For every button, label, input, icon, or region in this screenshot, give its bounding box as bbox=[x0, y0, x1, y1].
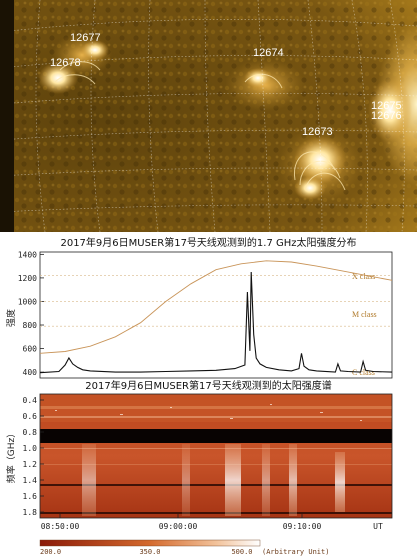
spectrum-x-tick-label: UT bbox=[373, 522, 383, 531]
intensity-trace-line bbox=[39, 271, 393, 374]
solar-disk-image: 12677 12678 12674 12673 12675 12676 bbox=[0, 0, 417, 232]
flare-class-label: C class bbox=[352, 368, 375, 377]
spectrum-y-tick-label: 1.4 bbox=[23, 476, 38, 485]
lightcurve-plot-frame bbox=[39, 251, 393, 379]
spectrum-y-tick-label: 1.8 bbox=[23, 508, 38, 517]
spectrum-y-tick-label: 0.4 bbox=[23, 396, 38, 405]
flare-class-label: M class bbox=[352, 310, 377, 319]
colorbar bbox=[39, 539, 261, 547]
lightcurve-chart: 1400 1200 1000 800 600 400 强度 X class M class C… bbox=[5, 250, 393, 379]
region-label-12675: 12675 bbox=[371, 100, 402, 112]
dynamic-spectrum: 0.4 0.6 0.8 1.0 1.2 1.4 1.6 1.8 频率（GHz） 08:50:0… bbox=[5, 393, 393, 556]
lightcurve-y-tick-label: 1000 bbox=[18, 297, 37, 306]
spectrum-image bbox=[40, 394, 392, 518]
spectrum-y-tick-label: 0.6 bbox=[23, 412, 38, 421]
heliographic-grid bbox=[14, 0, 417, 232]
lightcurve-y-tick-label: 1200 bbox=[18, 274, 37, 283]
spectrum-plot-frame bbox=[39, 393, 393, 519]
lightcurve-series bbox=[39, 260, 393, 374]
lightcurve-title: 2017年9月6日MUSER第17号天线观测到的1.7 GHz太阳强度分布 bbox=[60, 238, 357, 249]
spectrum-x-tick-label: 09:10:00 bbox=[283, 522, 322, 531]
spectrum-y-tick-label: 1.0 bbox=[23, 444, 38, 453]
colorbar-tick-500: 500.0 bbox=[231, 548, 252, 556]
spectrum-x-axis: 08:50:00 09:00:00 09:10:00 UT bbox=[41, 514, 383, 531]
spectrum-y-tick-label: 0.8 bbox=[23, 428, 38, 437]
colorbar-tick-200: 200.0 bbox=[40, 548, 61, 556]
spectrum-x-tick-label: 08:50:00 bbox=[41, 522, 80, 531]
flare-class-label: X class bbox=[352, 272, 375, 281]
spectrum-title: 2017年9月6日MUSER第17号天线观测到的太阳强度谱 bbox=[85, 381, 332, 392]
lightcurve-y-axis: 1400 1200 1000 800 600 400 bbox=[18, 250, 44, 377]
intensity-envelope-line bbox=[39, 260, 393, 354]
spectrum-x-tick-label: 09:00:00 bbox=[159, 522, 198, 531]
spectrum-y-tick-label: 1.2 bbox=[23, 460, 38, 469]
colorbar-tick-350: 350.0 bbox=[139, 548, 160, 556]
lightcurve-y-tick-label: 600 bbox=[23, 345, 38, 354]
spectrum-y-axis: 0.4 0.6 0.8 1.0 1.2 1.4 1.6 1.8 bbox=[23, 396, 44, 517]
region-label-12676: 12676 bbox=[371, 110, 402, 122]
region-label-12677: 12677 bbox=[70, 32, 101, 44]
lightcurve-y-label: 强度 bbox=[5, 309, 17, 327]
spectrum-y-label: 频率（GHz） bbox=[5, 429, 17, 483]
flare-class-markers: X class M class C class bbox=[40, 272, 392, 377]
region-label-12674: 12674 bbox=[253, 47, 284, 59]
lightcurve-y-tick-label: 800 bbox=[23, 321, 38, 330]
colorbar-unit: (Arbitrary Unit) bbox=[262, 548, 329, 556]
lightcurve-y-tick-label: 400 bbox=[23, 368, 38, 377]
coronal-loops bbox=[54, 61, 346, 191]
spectrum-y-tick-label: 1.6 bbox=[23, 492, 38, 501]
spectrum-data-gap bbox=[40, 429, 392, 443]
active-region-glow bbox=[38, 33, 412, 203]
region-label-12673: 12673 bbox=[302, 126, 333, 138]
region-label-12678: 12678 bbox=[50, 57, 81, 69]
lightcurve-y-tick-label: 1400 bbox=[18, 250, 37, 259]
